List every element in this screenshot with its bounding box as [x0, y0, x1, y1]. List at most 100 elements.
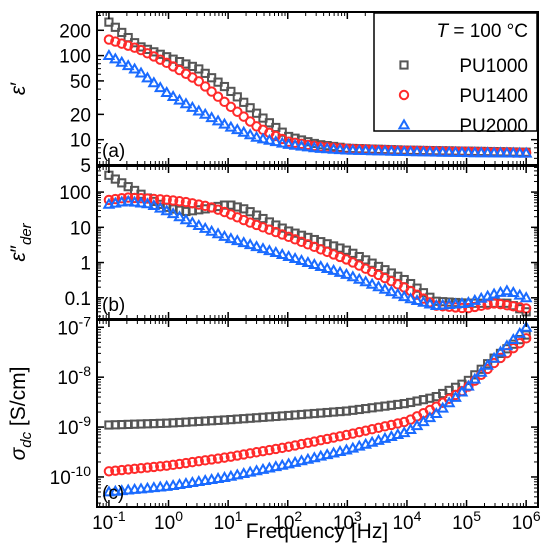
y-tick-label: 10-10: [50, 463, 92, 489]
triangle-marker: [288, 138, 302, 150]
circle-marker: [122, 40, 134, 51]
circle-marker: [206, 86, 217, 97]
triangle-marker: [404, 292, 417, 304]
y-tick-label: 10-7: [57, 313, 91, 339]
circle-marker: [200, 455, 211, 466]
circle-marker: [212, 453, 224, 464]
circle-marker: [142, 193, 153, 204]
triangle-marker: [417, 145, 430, 157]
triangle-marker: [397, 118, 411, 130]
triangle-marker: [211, 471, 225, 483]
circle-marker: [373, 422, 384, 433]
circle-marker: [167, 459, 179, 471]
circle-marker: [122, 464, 134, 475]
triangle-marker: [449, 297, 462, 309]
circle-marker: [225, 101, 237, 113]
triangle-marker: [115, 195, 129, 207]
triangle-marker: [378, 144, 392, 156]
triangle-marker: [385, 285, 398, 297]
triangle-marker: [250, 240, 263, 252]
triangle-marker: [250, 130, 263, 142]
triangle-marker: [198, 221, 212, 233]
panel-label: (b): [102, 295, 125, 316]
square-marker: [226, 86, 236, 97]
triangle-marker: [429, 145, 443, 157]
panel-a: 5 10 20 50 100 200 (a) ε′ T = 100 °C PU1000 PU1400…: [7, 11, 539, 177]
circle-marker: [289, 234, 301, 245]
y-axis-label: σdc [S/cm]: [7, 367, 35, 461]
triangle-marker: [147, 199, 161, 211]
triangle-marker: [462, 379, 475, 391]
square-marker: [245, 103, 255, 113]
circle-marker: [135, 462, 147, 474]
circle-marker: [257, 445, 269, 457]
triangle-marker: [449, 145, 462, 157]
y-tick-label: 0.1: [65, 289, 91, 310]
triangle-marker: [327, 142, 340, 154]
y-tick-label: 200: [59, 21, 91, 42]
triangle-marker: [186, 100, 199, 112]
triangle-marker: [211, 114, 225, 126]
triangle-marker: [121, 483, 135, 495]
triangle-marker: [404, 145, 417, 157]
circle-marker: [244, 217, 256, 228]
triangle-marker: [340, 143, 353, 155]
triangle-marker: [115, 484, 129, 496]
y-tick-label: 100: [59, 47, 91, 68]
triangle-marker: [173, 93, 186, 105]
triangle-marker: [314, 259, 328, 271]
series-PU1000: [104, 330, 531, 430]
triangle-marker: [275, 136, 289, 148]
circle-marker: [495, 298, 506, 310]
circle-marker: [193, 76, 204, 87]
circle-marker: [193, 199, 204, 210]
triangle-marker: [192, 474, 206, 486]
circle-marker: [129, 463, 140, 474]
circle-marker: [302, 239, 314, 250]
triangle-marker: [166, 89, 180, 101]
triangle-marker: [474, 365, 488, 377]
triangle-marker: [179, 476, 193, 488]
triangle-marker: [429, 298, 443, 310]
circle-marker: [219, 206, 230, 218]
circle-marker: [122, 192, 134, 203]
circle-marker: [103, 194, 115, 206]
triangle-marker: [134, 66, 148, 78]
triangle-marker: [224, 120, 238, 132]
y-tick-label: 10: [70, 218, 91, 239]
triangle-marker: [269, 246, 283, 258]
triangle-marker: [506, 333, 520, 345]
triangle-marker: [211, 227, 225, 239]
triangle-marker: [519, 291, 533, 303]
triangle-marker: [436, 298, 450, 310]
triangle-marker: [449, 390, 462, 402]
circle-marker: [392, 418, 403, 429]
triangle-marker: [301, 140, 315, 152]
triangle-marker: [160, 85, 174, 97]
triangle-marker: [141, 197, 154, 209]
x-axis-label: Frequency [Hz]: [246, 520, 388, 543]
triangle-marker: [147, 76, 161, 88]
circle-marker: [238, 111, 249, 122]
triangle-marker: [506, 286, 520, 298]
triangle-marker: [455, 385, 469, 397]
triangle-marker: [474, 146, 488, 158]
circle-marker: [488, 298, 500, 309]
circle-marker: [193, 456, 204, 467]
triangle-marker: [359, 275, 373, 287]
circle-marker: [309, 436, 320, 447]
triangle-marker: [243, 128, 257, 140]
triangle-marker: [243, 238, 257, 250]
circle-marker: [161, 460, 172, 471]
circle-marker: [232, 450, 243, 461]
circle-marker: [251, 219, 262, 231]
circle-marker: [520, 333, 532, 344]
circle-marker: [135, 193, 147, 204]
triangle-marker: [263, 244, 276, 256]
triangle-marker: [455, 296, 469, 308]
triangle-marker: [436, 401, 450, 413]
circle-marker: [347, 428, 359, 439]
legend-entry-PU1000: PU1000: [459, 56, 528, 77]
triangle-marker: [295, 139, 308, 151]
